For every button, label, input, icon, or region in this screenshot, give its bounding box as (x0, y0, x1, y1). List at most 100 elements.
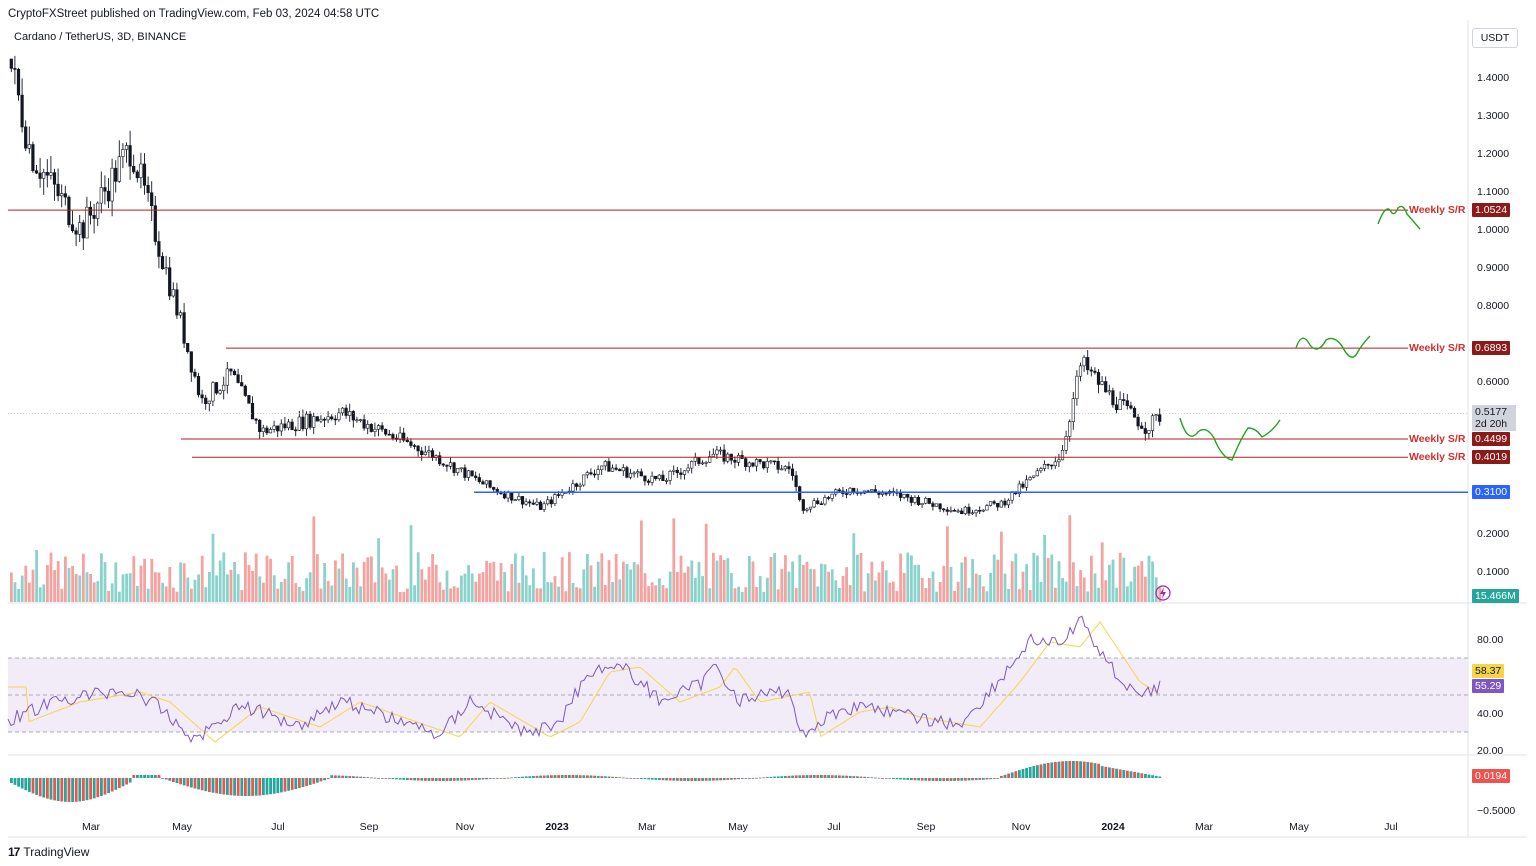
candle-body (646, 480, 651, 483)
candle-body (121, 149, 125, 157)
macd-bar (794, 775, 798, 778)
candle-body (193, 371, 197, 377)
volume-bar (208, 572, 211, 602)
candle-body (250, 402, 255, 420)
macd-bar (535, 775, 539, 778)
macd-bar (1140, 773, 1144, 778)
projection-path (1179, 417, 1281, 461)
candle-body (1050, 464, 1054, 467)
macd-bar (524, 776, 528, 778)
macd-bar (344, 775, 348, 778)
macd-bar (1043, 763, 1046, 778)
macd-bar (71, 778, 74, 802)
volume-bar (244, 552, 247, 602)
volume-bar (143, 558, 146, 602)
candle-body (214, 382, 219, 394)
macd-bar (240, 778, 244, 796)
volume-bar (751, 561, 755, 602)
volume-bar (150, 558, 154, 602)
macd-bar (463, 778, 467, 781)
candle-body (790, 468, 795, 476)
tradingview-logo[interactable]: 17 TradingView (8, 845, 89, 859)
volume-bar (906, 552, 910, 602)
macd-bar (233, 778, 236, 796)
macd-bar (528, 776, 532, 778)
macd-bar (910, 778, 913, 781)
candle-body (153, 205, 157, 242)
volume-bar (172, 587, 175, 602)
macd-bar (143, 775, 146, 778)
candle-body (1104, 381, 1108, 393)
macd-bar (895, 778, 899, 780)
candle-body (1122, 399, 1126, 401)
volume-bar (46, 565, 49, 602)
candle-body (751, 462, 755, 467)
candle-body (675, 469, 679, 474)
volume-bar (802, 564, 805, 602)
volume-bar (287, 562, 290, 602)
volume-bar (989, 572, 992, 602)
candle-body (1060, 449, 1065, 461)
current-price: 0.5177 (1475, 406, 1508, 418)
candle-body (967, 506, 971, 514)
macd-bar (1046, 763, 1050, 778)
candle-body (52, 172, 57, 185)
volume-bar (913, 565, 917, 602)
candle-body (171, 289, 175, 297)
currency-selector[interactable]: USDT (1472, 28, 1518, 48)
volume-bar (398, 592, 402, 602)
candle-body (506, 491, 510, 499)
macd-bar (539, 775, 542, 778)
symbol-title: Cardano / TetherUS, 3D, BINANCE (14, 31, 187, 43)
candle-body (682, 470, 687, 475)
candle-body (139, 163, 143, 178)
volume-bar (1122, 557, 1126, 602)
macd-bar (96, 778, 100, 798)
volume-bar (488, 562, 492, 602)
volume-bar (571, 582, 575, 602)
volume-bar (658, 578, 661, 602)
macd-bar (388, 778, 391, 779)
volume-bar (1032, 552, 1036, 602)
volume-bar (384, 573, 388, 602)
macd-bar (474, 778, 478, 780)
macd-bar (1147, 774, 1151, 778)
macd-bar (946, 778, 949, 781)
volume-bar (971, 559, 974, 602)
candle-body (186, 342, 190, 352)
macd-bar (226, 778, 229, 795)
macd-bar (629, 778, 632, 779)
volume-bar (892, 581, 895, 602)
volume-bar (420, 569, 424, 602)
volume-bar (982, 586, 985, 602)
volume-bar (1144, 576, 1147, 602)
volume-bar (542, 551, 546, 602)
candle-body (654, 475, 658, 480)
macd-bar (308, 778, 312, 785)
x-tick: Jul (1384, 821, 1398, 833)
candle-body (376, 425, 381, 430)
volume-bar (841, 575, 845, 602)
rsi-tick: 40.00 (1477, 708, 1504, 720)
price-tick: 1.0000 (1477, 224, 1510, 236)
macd-bar (1118, 769, 1122, 778)
volume-bar (1057, 561, 1061, 602)
macd-bar (391, 778, 395, 780)
x-tick: May (728, 821, 748, 833)
volume-bar (272, 575, 276, 602)
candle-body (560, 492, 564, 496)
candle-body (672, 469, 676, 472)
candle-body (178, 312, 183, 316)
volume-bar (683, 572, 686, 602)
macd-bar (805, 775, 809, 778)
volume-bar (197, 574, 200, 602)
candle-body (942, 508, 946, 511)
macd-bar (280, 778, 283, 793)
macd-bar (672, 778, 676, 781)
candle-body (146, 185, 150, 194)
volume-bar (661, 584, 665, 602)
volume-bar (319, 588, 323, 602)
candle-body (546, 499, 550, 505)
macd-bar (640, 778, 643, 779)
